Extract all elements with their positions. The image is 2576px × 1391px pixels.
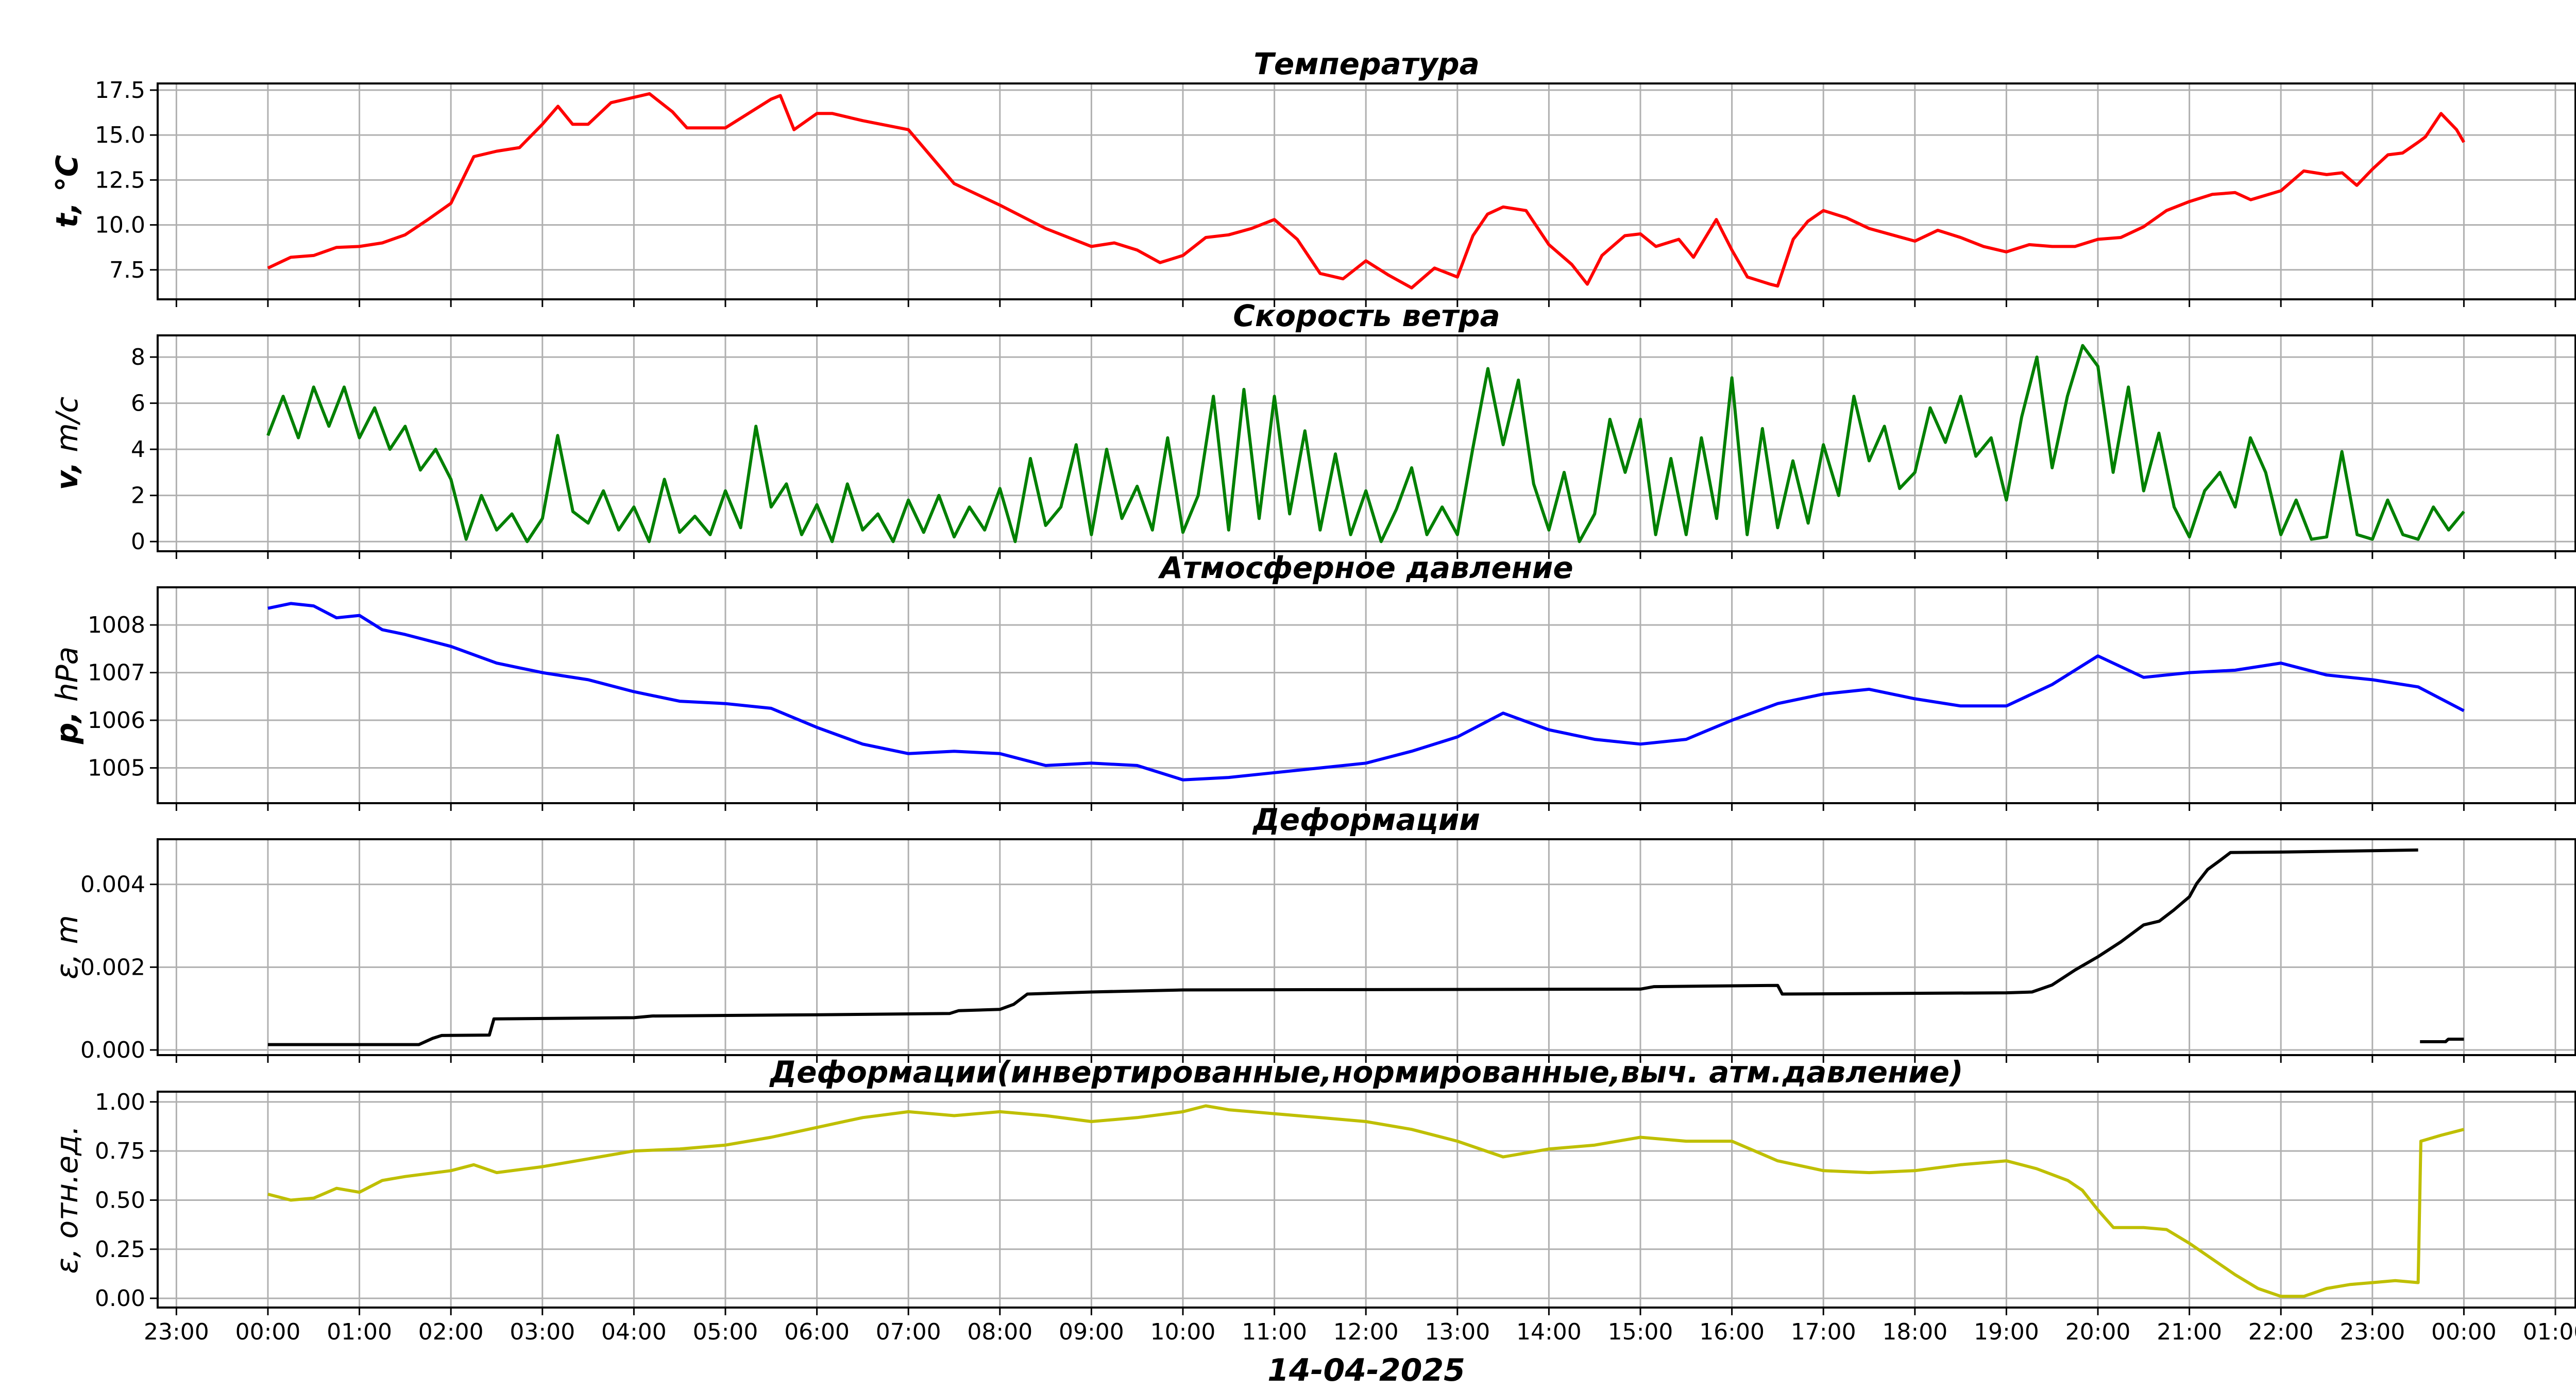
y-tick-label: 1006 [88, 707, 145, 734]
series-line-1-segment-1 [267, 92, 2465, 290]
x-tick-label: 18:00 [1882, 1319, 1947, 1345]
x-tick-label: 15:00 [1608, 1319, 1673, 1345]
x-tick-label: 14:00 [1516, 1319, 1582, 1345]
y-tick-label: 1008 [88, 612, 145, 638]
x-tick-label: 23:00 [2340, 1319, 2405, 1345]
y-axis-label-unit: отн.ед. [49, 1125, 84, 1248]
y-tick-label: 7.5 [109, 257, 145, 283]
x-tick-label: 04:00 [601, 1319, 667, 1345]
x-tick-label: 00:00 [2431, 1319, 2497, 1345]
y-tick-label: 0.000 [80, 1037, 145, 1063]
x-tick-label: 03:00 [510, 1319, 575, 1345]
y-tick-label: 0.004 [80, 872, 145, 898]
x-tick-label: 01:00 [327, 1319, 392, 1345]
y-tick-label: 2 [131, 483, 145, 509]
y-tick-label: 0.75 [95, 1138, 145, 1164]
x-tick-label: 19:00 [1974, 1319, 2039, 1345]
series-line-4-segment-1 [268, 848, 2418, 1046]
y-axis-label-symbol: t, [49, 202, 84, 228]
x-axis-label: 14-04-2025 [1267, 1352, 1465, 1388]
y-tick-label: 15.0 [95, 122, 145, 148]
panels: 7.5 10.0 12.5 15.0 17.5 Температура t, °C 0 2 4 6 8… [49, 46, 2576, 1345]
y-tick-label: 1.00 [95, 1089, 145, 1115]
x-tick-label: 21:00 [2157, 1319, 2222, 1345]
x-tick-label: 02:00 [418, 1319, 484, 1345]
y-axis-label-symbol: ε, [49, 954, 84, 979]
panel-title: Деформации(инвертированные,нормированные… [769, 1055, 1963, 1090]
series-line-5-segment-1 [267, 1104, 2465, 1298]
y-tick-label: 17.5 [95, 77, 145, 104]
series-line-3-segment-1 [267, 602, 2465, 782]
y-tick-label: 0.002 [80, 954, 145, 980]
y-axis-label-symbol: v, [49, 462, 84, 490]
x-tick-label: 01:00 [2523, 1319, 2576, 1345]
panel-3: 1005 1006 1007 1008 Атмосферное давление p, h… [49, 550, 2576, 811]
y-axis-label: ε, m [49, 915, 84, 979]
y-tick-label: 1007 [88, 660, 145, 686]
axes-frame [157, 838, 2576, 1056]
y-tick-label: 1005 [88, 755, 145, 782]
x-tick-label: 12:00 [1333, 1319, 1399, 1345]
x-tick-label: 10:00 [1150, 1319, 1216, 1345]
x-tick-label: 06:00 [784, 1319, 850, 1345]
x-tick-label: 09:00 [1059, 1319, 1124, 1345]
panel-title: Температура [1253, 46, 1479, 81]
x-tick-label: 13:00 [1425, 1319, 1490, 1345]
panel-title: Деформации [1252, 802, 1480, 837]
y-axis-label-unit: m [49, 915, 84, 954]
y-axis-label-unit: °C [49, 155, 84, 202]
y-axis-label: t, °C [49, 155, 84, 228]
x-tick-label: 05:00 [693, 1319, 758, 1345]
y-tick-label: 6 [131, 391, 145, 417]
y-tick-label: 0.00 [95, 1285, 145, 1312]
panel-2: 0 2 4 6 8 Скорость ветра v, m/c [49, 298, 2576, 559]
panel-5: 23:00 00:00 01:00 02:00 03:00 04:00 05:00 06:00… [49, 1055, 2576, 1345]
panel-title: Скорость ветра [1233, 298, 1500, 333]
y-axis-label-unit: hPa [49, 647, 84, 711]
x-tick-label: 08:00 [967, 1319, 1032, 1345]
x-tick-label: 07:00 [876, 1319, 941, 1345]
y-tick-label: 12.5 [95, 167, 145, 193]
series-line-2-segment-1 [266, 344, 2465, 544]
x-tick-label: 16:00 [1699, 1319, 1765, 1345]
axes-frame [157, 334, 2576, 552]
axes-frame [157, 82, 2576, 300]
panel-title: Атмосферное давление [1158, 550, 1573, 585]
y-tick-label: 0.50 [95, 1187, 145, 1213]
x-tick-label: 20:00 [2065, 1319, 2131, 1345]
y-axis-label-unit: m/c [49, 397, 84, 462]
panel-4: 0.000 0.002 0.004 Деформации ε, m [49, 802, 2576, 1063]
y-axis-label-symbol: p, [49, 711, 84, 745]
x-tick-label: 17:00 [1791, 1319, 1856, 1345]
x-tick-label: 23:00 [144, 1319, 209, 1345]
y-axis-label: ε, отн.ед. [49, 1125, 84, 1274]
y-axis-label: p, hPa [49, 647, 84, 744]
y-tick-label: 0.25 [95, 1236, 145, 1263]
y-tick-label: 4 [131, 436, 145, 463]
y-tick-label: 0 [131, 529, 145, 555]
x-tick-label: 22:00 [2248, 1319, 2314, 1345]
x-tick-label: 11:00 [1242, 1319, 1307, 1345]
panel-1: 7.5 10.0 12.5 15.0 17.5 Температура t, °C [49, 46, 2576, 307]
axes-frame [157, 1091, 2576, 1309]
y-tick-label: 10.0 [95, 212, 145, 239]
y-tick-label: 8 [131, 344, 145, 370]
axes-frame [157, 586, 2576, 804]
y-axis-label-symbol: ε, [49, 1248, 84, 1274]
series-line-4-segment-2 [2420, 1038, 2464, 1043]
x-tick-label: 00:00 [235, 1319, 301, 1345]
y-axis-label: v, m/c [49, 397, 84, 490]
